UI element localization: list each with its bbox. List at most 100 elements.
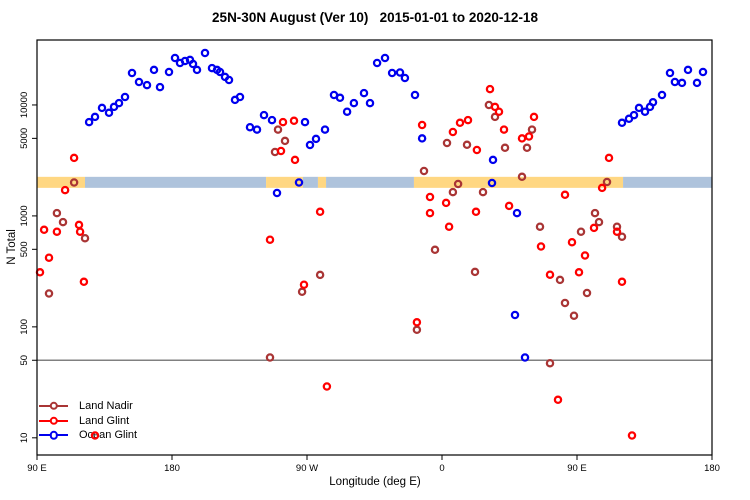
data-point-ocean-glint bbox=[670, 77, 680, 87]
data-point-land-glint bbox=[612, 227, 622, 236]
data-point-land-glint bbox=[536, 242, 546, 251]
data-point-land-nadir bbox=[58, 217, 68, 227]
data-point-land-nadir bbox=[52, 208, 62, 218]
data-point-land-nadir bbox=[412, 325, 422, 335]
data-point-land-glint bbox=[494, 107, 504, 116]
data-point-ocean-glint bbox=[349, 98, 359, 108]
y-tick-label: 100 bbox=[19, 319, 30, 335]
data-point-land-glint bbox=[567, 237, 577, 247]
data-point-land-glint bbox=[74, 220, 84, 230]
data-point-land-nadir bbox=[582, 288, 592, 298]
band-segment bbox=[266, 176, 303, 188]
data-point-land-nadir bbox=[527, 125, 537, 134]
legend-item-land-glint: Land Glint bbox=[39, 414, 137, 429]
data-point-land-nadir bbox=[265, 353, 275, 362]
data-point-land-glint bbox=[444, 222, 454, 231]
data-point-land-glint bbox=[560, 190, 570, 200]
data-point-land-nadir bbox=[419, 166, 429, 176]
data-point-ocean-glint bbox=[395, 68, 405, 77]
data-point-land-glint bbox=[504, 201, 514, 211]
data-point-ocean-glint bbox=[359, 88, 369, 98]
data-point-land-glint bbox=[60, 185, 70, 195]
data-point-land-glint bbox=[597, 183, 607, 193]
data-point-land-nadir bbox=[44, 289, 54, 298]
data-point-ocean-glint bbox=[629, 110, 639, 120]
data-point-ocean-glint bbox=[164, 67, 174, 77]
data-point-land-glint bbox=[290, 155, 300, 165]
data-point-land-nadir bbox=[430, 245, 440, 255]
data-point-land-glint bbox=[463, 115, 473, 125]
band-segment bbox=[413, 176, 624, 188]
data-point-ocean-glint bbox=[259, 110, 269, 120]
band-segment bbox=[326, 176, 414, 188]
data-point-ocean-glint bbox=[104, 108, 114, 118]
data-point-land-glint bbox=[79, 277, 89, 287]
data-point-land-glint bbox=[265, 235, 275, 244]
data-point-land-glint bbox=[517, 134, 527, 143]
data-point-land-glint bbox=[441, 198, 451, 208]
ocean-glint-marker-icon bbox=[39, 434, 68, 437]
data-point-land-nadir bbox=[535, 222, 545, 231]
data-point-ocean-glint bbox=[149, 65, 159, 75]
data-point-land-nadir bbox=[462, 140, 472, 150]
data-point-land-nadir bbox=[590, 208, 600, 218]
data-point-ocean-glint bbox=[267, 115, 277, 125]
data-point-land-glint bbox=[90, 431, 100, 440]
data-point-ocean-glint bbox=[634, 103, 644, 113]
data-point-ocean-glint bbox=[90, 112, 100, 122]
x-tick-label: 180 bbox=[704, 463, 720, 474]
data-point-land-nadir bbox=[555, 275, 565, 285]
data-point-ocean-glint bbox=[380, 53, 390, 63]
x-tick-label: 90 E bbox=[27, 463, 47, 474]
data-point-ocean-glint bbox=[400, 73, 410, 83]
data-point-ocean-glint bbox=[311, 134, 321, 144]
legend-label: Land Glint bbox=[79, 414, 130, 427]
y-tick-label: 50 bbox=[19, 355, 30, 366]
data-point-land-nadir bbox=[594, 217, 604, 227]
data-point-land-nadir bbox=[297, 287, 307, 297]
data-point-land-nadir bbox=[478, 187, 488, 197]
data-point-land-glint bbox=[425, 192, 435, 202]
data-point-land-glint bbox=[315, 207, 325, 217]
data-point-land-nadir bbox=[280, 136, 290, 146]
band-segment bbox=[85, 176, 267, 188]
data-point-ocean-glint bbox=[510, 310, 520, 320]
data-point-land-glint bbox=[490, 102, 500, 112]
data-point-ocean-glint bbox=[97, 103, 107, 113]
data-point-land-nadir bbox=[448, 187, 458, 197]
data-point-ocean-glint bbox=[272, 188, 282, 198]
data-point-ocean-glint bbox=[488, 155, 498, 165]
data-point-ocean-glint bbox=[200, 48, 210, 58]
data-point-ocean-glint bbox=[692, 78, 702, 88]
band-segment bbox=[623, 176, 712, 188]
data-point-land-glint bbox=[580, 251, 590, 260]
data-point-ocean-glint bbox=[120, 92, 130, 102]
data-point-ocean-glint bbox=[342, 107, 352, 116]
data-point-land-glint bbox=[627, 431, 637, 440]
data-point-ocean-glint bbox=[520, 353, 530, 362]
band-segment bbox=[37, 176, 85, 188]
data-point-land-glint bbox=[589, 223, 599, 233]
data-point-land-glint bbox=[471, 207, 481, 217]
y-axis-label: N Total bbox=[6, 229, 18, 265]
y-tick-label: 500 bbox=[19, 241, 30, 257]
x-tick-label: 90 W bbox=[296, 463, 318, 474]
chart-title: 25N-30N August (Ver 10) 2015-01-01 to 20… bbox=[212, 10, 538, 25]
data-point-land-glint bbox=[276, 146, 286, 156]
data-point-land-glint bbox=[278, 117, 288, 127]
data-point-land-glint bbox=[69, 153, 79, 163]
data-point-land-glint bbox=[455, 118, 465, 128]
data-point-land-nadir bbox=[517, 172, 527, 182]
data-point-ocean-glint bbox=[84, 117, 94, 127]
data-point-ocean-glint bbox=[127, 68, 137, 78]
data-point-land-nadir bbox=[576, 227, 586, 236]
data-point-ocean-glint bbox=[648, 97, 658, 107]
data-point-land-nadir bbox=[453, 179, 463, 189]
data-point-land-nadir bbox=[500, 143, 510, 153]
data-point-land-nadir bbox=[560, 298, 570, 308]
land-glint-marker-icon bbox=[39, 419, 68, 422]
data-point-land-glint bbox=[417, 120, 427, 130]
data-point-ocean-glint bbox=[365, 98, 375, 108]
